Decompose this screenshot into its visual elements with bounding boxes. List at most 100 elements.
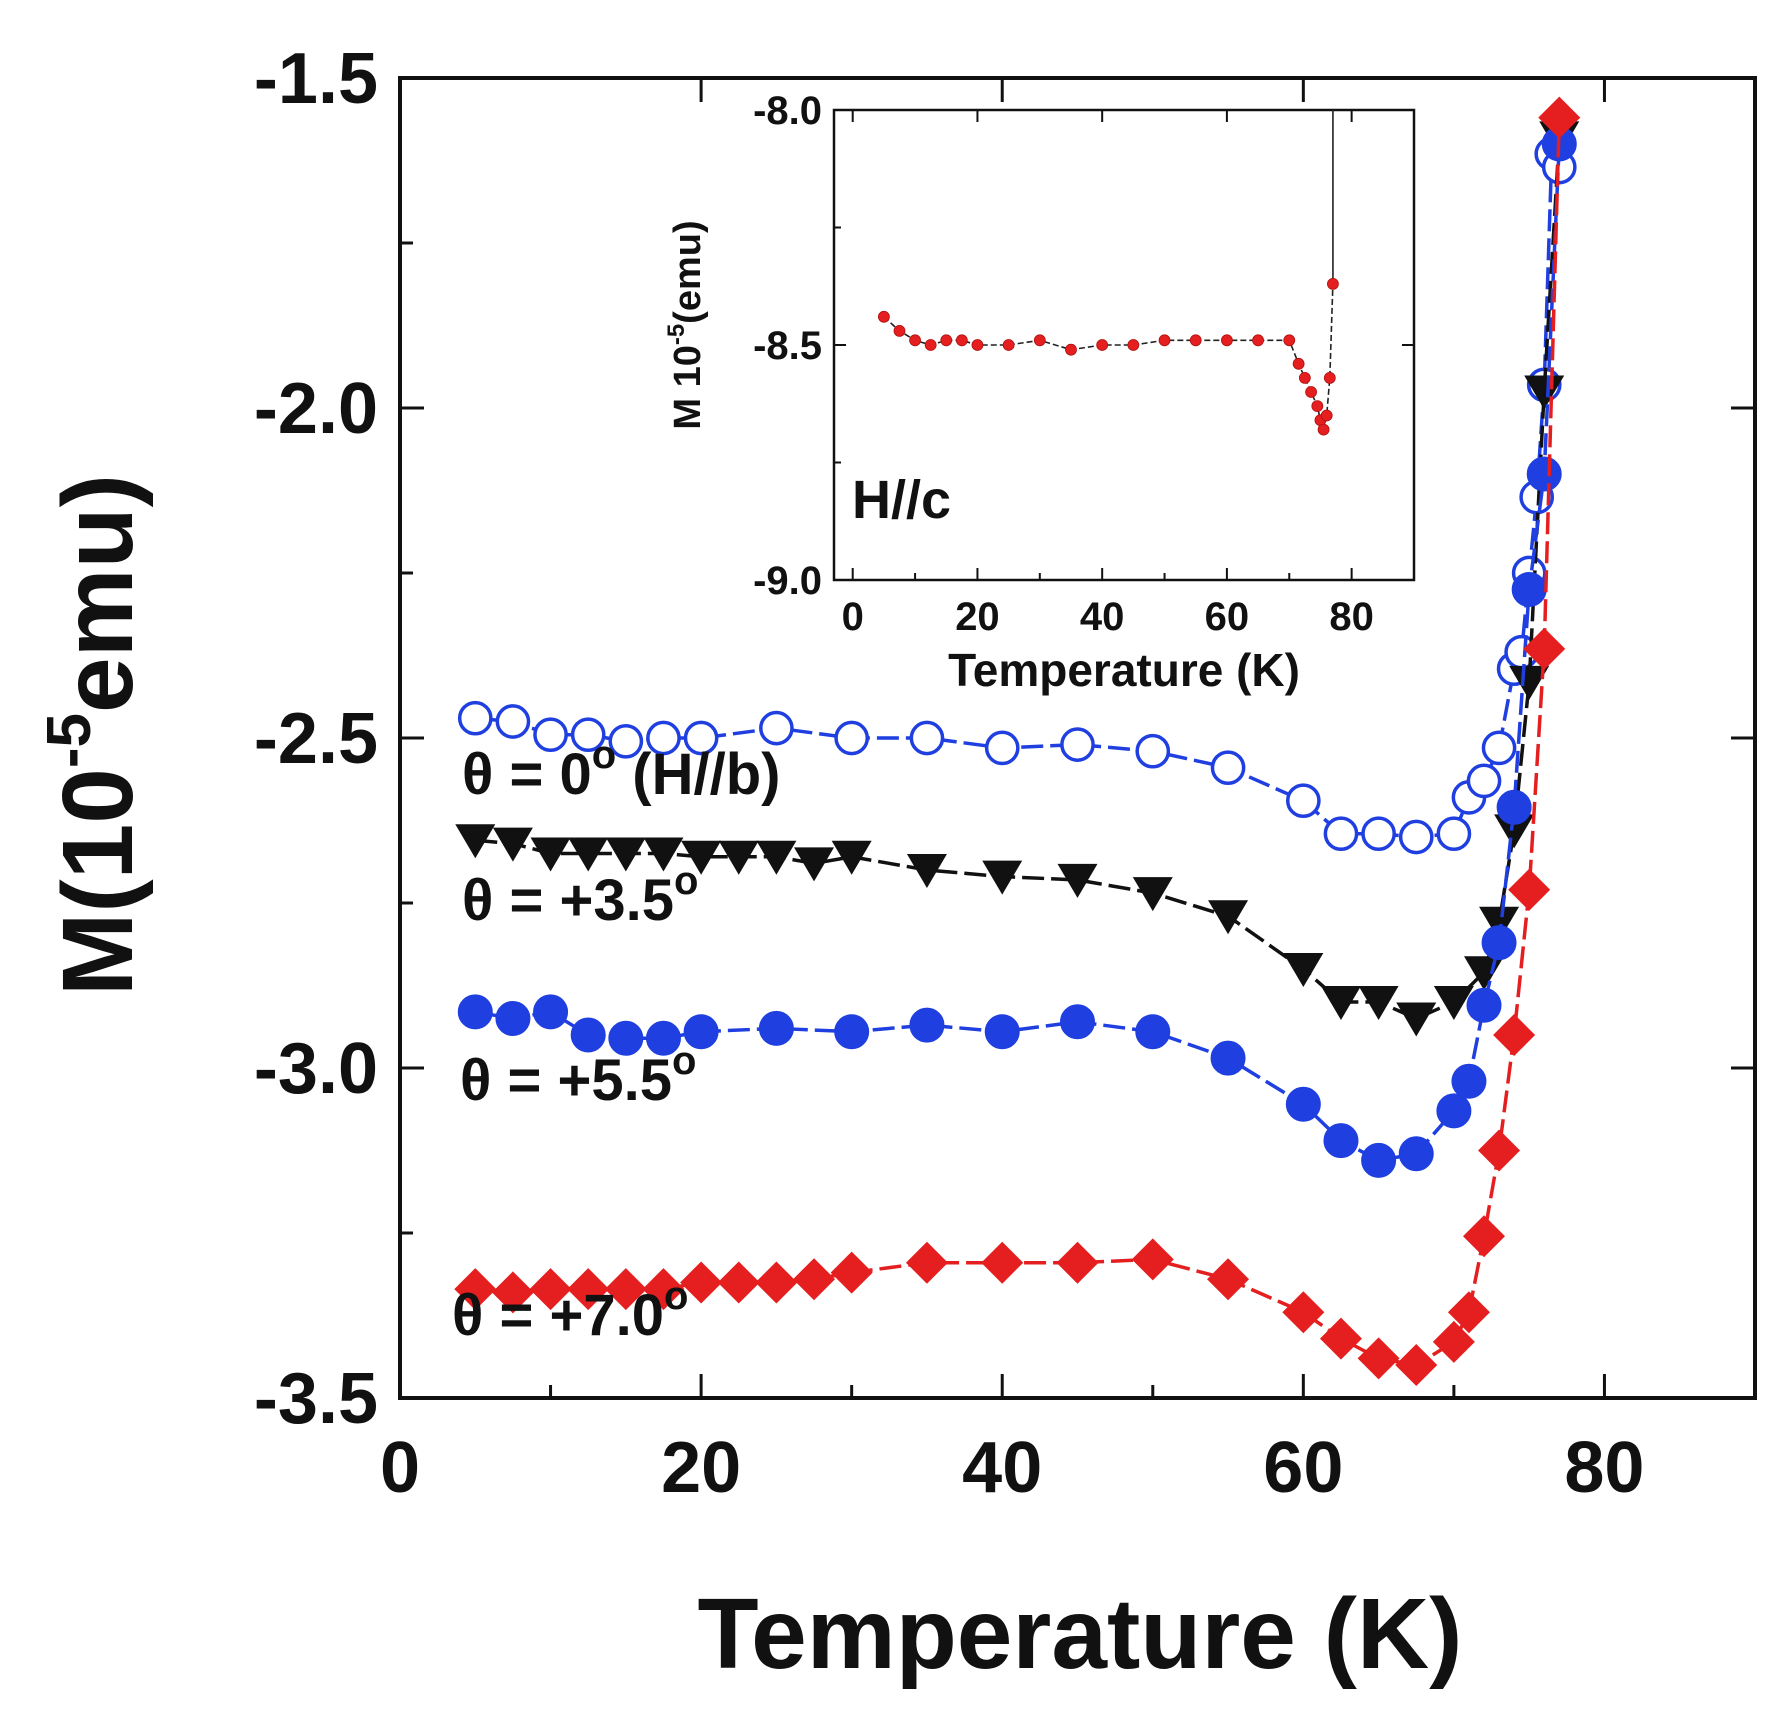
series-annotation-theta-0-deg-h-b: θ = 0o (H//b): [462, 733, 780, 807]
data-point: [1207, 1258, 1250, 1301]
data-point: [608, 723, 644, 759]
data-point: [1135, 733, 1171, 769]
data-point: [1057, 863, 1098, 898]
data-point: [1132, 877, 1173, 912]
data-point: [1285, 783, 1321, 819]
inset-data-point: [971, 339, 984, 351]
inset-x-tick-label: 80: [1329, 595, 1374, 639]
data-point: [495, 1001, 531, 1036]
main-y-tick-label: -3.5: [254, 1359, 378, 1439]
main-x-tick-label: 80: [1564, 1428, 1644, 1508]
inset-data-point: [893, 324, 906, 337]
data-point: [1523, 627, 1566, 670]
inset-data-point: [909, 334, 921, 347]
series-annotation-theta-5-5-deg: θ = +5.5o: [460, 1039, 696, 1113]
inset-data-point: [955, 334, 968, 347]
data-point: [1508, 868, 1551, 911]
data-point: [1131, 1238, 1174, 1281]
series-annotation-theta-7-0-deg: θ = +7.0o: [452, 1274, 688, 1348]
data-point: [1395, 1344, 1438, 1386]
inset-data-point: [1320, 409, 1333, 422]
annotation-degree: o: [592, 733, 616, 777]
data-point: [604, 1268, 647, 1311]
inset-x-tick-label: 60: [1205, 595, 1250, 639]
inset-data-point: [1096, 339, 1109, 351]
inset-data-point: [877, 310, 890, 323]
main-y-axis-label-pre: M(10: [42, 768, 154, 996]
inset-y-tick-label: -8.0: [753, 89, 822, 133]
inset-x-tick-label: 40: [1080, 595, 1125, 639]
annotation-suffix: (H//b): [616, 742, 780, 807]
series-theta-7-0-deg: [454, 96, 1581, 1386]
data-point: [1358, 986, 1399, 1020]
inset-data-point: [1292, 357, 1305, 370]
data-point: [1538, 96, 1581, 139]
data-point: [1436, 816, 1472, 852]
data-point: [642, 1268, 685, 1311]
data-point: [906, 854, 947, 888]
data-point: [1451, 1063, 1487, 1099]
inset-y-tick-label: -8.5: [753, 324, 822, 368]
inset-data-point: [1189, 334, 1202, 347]
main-y-tick-label: -1.5: [254, 39, 378, 119]
inset-data-point: [1317, 423, 1330, 436]
inset-x-tick-label: 20: [955, 595, 1000, 639]
data-point: [1357, 1337, 1400, 1380]
data-point: [605, 837, 646, 872]
data-point: [1494, 814, 1535, 849]
data-point: [830, 1251, 873, 1294]
series-annotation-theta-3-5-deg: θ = +3.5o: [462, 859, 698, 933]
data-point: [457, 700, 493, 736]
main-y-axis-label-exponent: -5: [35, 713, 104, 768]
data-point: [834, 1014, 870, 1050]
inset-y-tick-label: -9.0: [753, 559, 822, 603]
data-point: [567, 1268, 610, 1311]
inset-data-point: [1283, 334, 1296, 347]
data-point: [1323, 1123, 1359, 1159]
data-point: [1282, 1291, 1325, 1334]
data-point: [905, 1241, 948, 1284]
main-x-tick-label: 0: [380, 1428, 420, 1508]
data-point: [758, 1010, 794, 1046]
inset-x-axis-label: Temperature (K): [948, 644, 1300, 696]
data-point: [755, 1261, 798, 1304]
data-point: [834, 720, 870, 756]
data-point: [1396, 1002, 1437, 1037]
data-point: [1323, 816, 1359, 852]
main-x-tick-label: 40: [962, 1428, 1042, 1508]
data-point: [455, 824, 496, 859]
main-x-tick-label: 60: [1263, 1428, 1343, 1508]
data-point: [529, 1268, 572, 1311]
data-point: [683, 720, 719, 756]
main-y-tick-label: -3.0: [254, 1029, 378, 1109]
main-x-axis-label: Temperature (K): [698, 1578, 1463, 1690]
inset-data-point: [924, 339, 937, 351]
data-point: [1319, 1317, 1362, 1360]
data-point: [1479, 906, 1520, 941]
data-point: [981, 1241, 1024, 1284]
data-point: [909, 1007, 945, 1043]
data-point: [454, 1268, 497, 1311]
inset-data-point: [940, 334, 953, 347]
data-point: [1285, 1086, 1321, 1122]
data-point: [570, 1017, 606, 1053]
data-point: [759, 710, 794, 746]
inset-data-point: [1002, 339, 1015, 351]
data-point: [756, 840, 797, 875]
inset-data-point: [1323, 371, 1336, 384]
data-point: [530, 837, 571, 872]
data-point: [1060, 727, 1095, 762]
inset-data-point: [1327, 277, 1339, 290]
main-y-tick-label: -2.0: [254, 369, 378, 449]
inset-y-axis-label-pre: M 10: [667, 345, 709, 429]
data-point: [1432, 1320, 1475, 1363]
data-point: [681, 840, 722, 875]
main-y-axis-label: M(10-5emu): [35, 474, 154, 996]
data-point: [1493, 1014, 1536, 1056]
data-point: [1060, 1004, 1095, 1040]
inset-series: [877, 110, 1339, 436]
inset-y-axis-label: M 10-5(emu): [663, 220, 709, 429]
data-point: [491, 1271, 534, 1314]
data-point: [1496, 789, 1532, 825]
annotation-degree: o: [672, 1039, 696, 1083]
